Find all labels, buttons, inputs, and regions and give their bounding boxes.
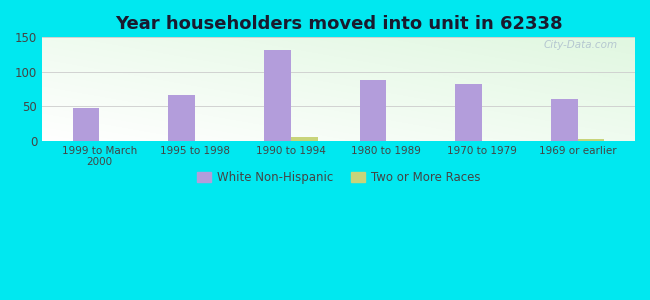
Bar: [551, 99, 578, 141]
Bar: [359, 80, 386, 141]
Legend: White Non-Hispanic, Two or More Races: White Non-Hispanic, Two or More Races: [192, 166, 485, 189]
Bar: [291, 137, 317, 141]
Bar: [168, 94, 195, 141]
Text: City-Data.com: City-Data.com: [543, 40, 618, 50]
Bar: [551, 99, 578, 141]
Bar: [168, 94, 195, 141]
Bar: [578, 140, 604, 141]
Bar: [264, 50, 291, 141]
Bar: [264, 50, 291, 141]
Bar: [73, 108, 99, 141]
Title: Year householders moved into unit in 62338: Year householders moved into unit in 623…: [115, 15, 562, 33]
Bar: [291, 137, 317, 141]
Bar: [455, 84, 482, 141]
Bar: [359, 80, 386, 141]
Bar: [73, 108, 99, 141]
Bar: [455, 84, 482, 141]
Bar: [578, 140, 604, 141]
